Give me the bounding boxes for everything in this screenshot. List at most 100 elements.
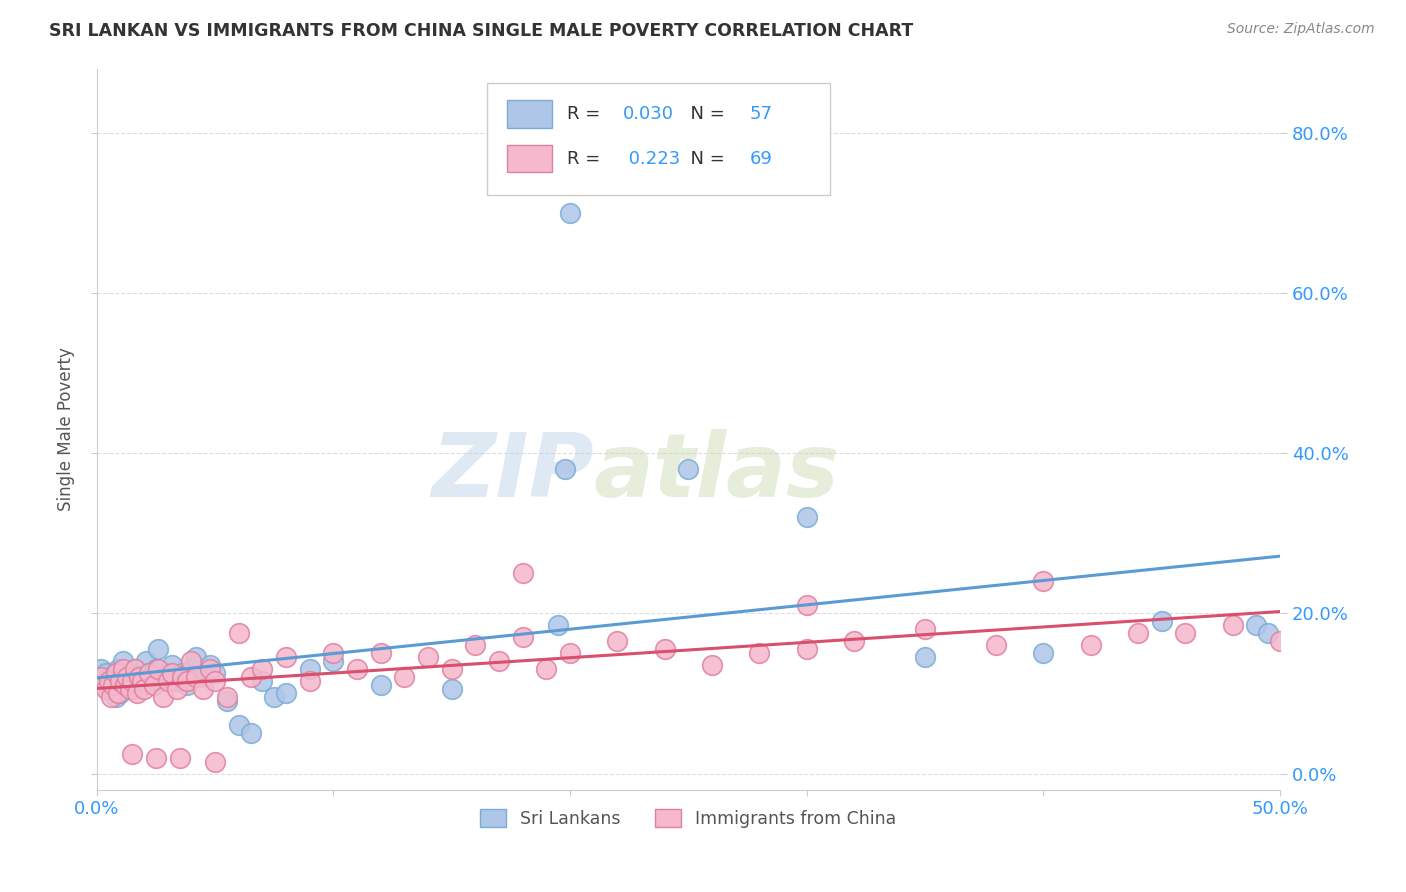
- Text: Source: ZipAtlas.com: Source: ZipAtlas.com: [1227, 22, 1375, 37]
- Point: [111, 662, 134, 676]
- Point: [148, 662, 170, 676]
- Point: [394, 670, 416, 684]
- Point: [1246, 618, 1268, 632]
- Point: [176, 674, 198, 689]
- Point: [170, 670, 193, 684]
- Point: [274, 650, 297, 665]
- Point: [128, 678, 150, 692]
- Point: [370, 678, 392, 692]
- Point: [97, 682, 120, 697]
- Point: [162, 658, 184, 673]
- Point: [111, 654, 134, 668]
- Point: [96, 682, 118, 697]
- Point: [842, 634, 865, 648]
- Point: [132, 674, 155, 689]
- Point: [110, 674, 132, 689]
- Point: [215, 694, 238, 708]
- Point: [138, 666, 160, 681]
- Point: [156, 674, 179, 689]
- Point: [1032, 574, 1054, 589]
- Point: [100, 670, 122, 684]
- Point: [110, 686, 132, 700]
- Point: [121, 674, 143, 689]
- Point: [322, 646, 344, 660]
- Point: [193, 682, 215, 697]
- Point: [121, 747, 143, 761]
- Point: [1174, 626, 1197, 640]
- Text: atlas: atlas: [593, 429, 839, 516]
- Point: [184, 670, 207, 684]
- Point: [124, 662, 146, 676]
- Point: [796, 599, 818, 613]
- Point: [1126, 626, 1149, 640]
- Point: [131, 666, 153, 681]
- Point: [1080, 638, 1102, 652]
- Point: [263, 690, 285, 705]
- Point: [547, 618, 569, 632]
- Point: [145, 750, 167, 764]
- Point: [117, 670, 139, 684]
- Point: [114, 678, 136, 692]
- Point: [100, 690, 122, 705]
- Point: [135, 654, 157, 668]
- Point: [118, 682, 141, 697]
- Point: [464, 638, 486, 652]
- Point: [914, 623, 936, 637]
- Point: [184, 650, 207, 665]
- Point: [90, 670, 112, 684]
- Point: [416, 650, 439, 665]
- Point: [166, 674, 188, 689]
- Point: [170, 666, 193, 681]
- Point: [96, 666, 118, 681]
- Point: [90, 662, 112, 676]
- Point: [125, 686, 148, 700]
- Point: [215, 690, 238, 705]
- Point: [152, 690, 174, 705]
- Point: [125, 670, 148, 684]
- Point: [200, 658, 222, 673]
- Point: [148, 642, 170, 657]
- Point: [914, 650, 936, 665]
- Point: [440, 662, 463, 676]
- Point: [204, 674, 226, 689]
- Point: [104, 690, 127, 705]
- Point: [252, 662, 274, 676]
- Point: [298, 674, 321, 689]
- Point: [370, 646, 392, 660]
- Point: [228, 626, 250, 640]
- Point: [239, 670, 262, 684]
- Point: [1150, 615, 1173, 629]
- Point: [298, 662, 321, 676]
- FancyBboxPatch shape: [508, 100, 553, 128]
- Point: [748, 646, 770, 660]
- Point: [145, 662, 167, 676]
- Point: [606, 634, 628, 648]
- Point: [114, 670, 136, 684]
- Point: [200, 662, 222, 676]
- Point: [204, 755, 226, 769]
- Point: [558, 646, 581, 660]
- Point: [228, 718, 250, 732]
- Point: [124, 662, 146, 676]
- FancyBboxPatch shape: [508, 145, 553, 172]
- Point: [107, 686, 129, 700]
- Point: [796, 642, 818, 657]
- FancyBboxPatch shape: [488, 83, 831, 194]
- Point: [180, 654, 202, 668]
- Point: [204, 666, 226, 681]
- Point: [128, 670, 150, 684]
- Point: [104, 666, 127, 681]
- Point: [322, 654, 344, 668]
- Point: [536, 662, 558, 676]
- Point: [239, 726, 262, 740]
- Point: [176, 678, 198, 692]
- Point: [1032, 646, 1054, 660]
- Point: [169, 750, 191, 764]
- Point: [121, 682, 143, 697]
- Point: [554, 462, 576, 476]
- Point: [138, 666, 160, 681]
- Point: [103, 678, 125, 692]
- Point: [700, 658, 723, 673]
- Point: [193, 670, 215, 684]
- Point: [97, 674, 120, 689]
